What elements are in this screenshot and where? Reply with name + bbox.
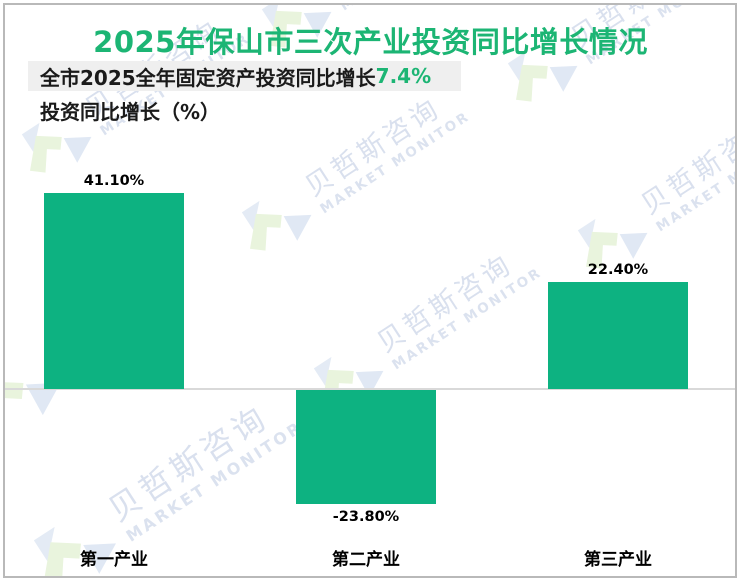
watermark: 贝哲斯咨询 MARKET MONITOR xyxy=(10,5,256,188)
subtitle-text: 全市2025全年固定资产投资同比增长 xyxy=(40,65,376,90)
market-monitor-logo-icon xyxy=(507,51,578,102)
watermark-text: 贝哲斯咨询 MARKET MONITOR xyxy=(372,239,545,374)
watermark-text: 贝哲斯咨询 MARKET MONITOR xyxy=(300,83,473,218)
y-axis-caption: 投资同比增长（%） xyxy=(40,100,221,124)
watermark: 贝哲斯咨询 MARKET MONITOR xyxy=(496,5,736,117)
page-title: 2025年保山市三次产业投资同比增长情况 xyxy=(93,25,648,59)
watermark: 贝哲斯咨询 MARKET MONITOR xyxy=(566,97,736,284)
category-label-secondary: 第二产业 xyxy=(332,550,400,570)
bar-tertiary-industry xyxy=(548,282,688,390)
bar-primary-industry xyxy=(44,192,184,390)
value-label-secondary: -23.80% xyxy=(332,508,400,525)
value-label-primary: 41.10% xyxy=(83,172,145,189)
watermark-en-text: MARKET MONITOR xyxy=(338,5,494,14)
market-monitor-logo-icon xyxy=(33,526,116,577)
subtitle-highlight: 全市2025全年固定资产投资同比增长 7.4% xyxy=(28,61,462,91)
category-label-primary: 第一产业 xyxy=(80,550,148,570)
category-label-tertiary: 第三产业 xyxy=(584,550,652,570)
market-monitor-logo-icon xyxy=(261,5,332,48)
market-monitor-logo-icon xyxy=(577,218,648,269)
watermark-text: 贝哲斯咨询 MARKET MONITOR xyxy=(103,388,307,546)
value-label-tertiary: 22.40% xyxy=(587,262,649,279)
watermark-layer: 贝哲斯咨询 MARKET MONITOR 贝哲斯咨询 MARKET MONITO… xyxy=(5,5,736,577)
watermark: 贝哲斯咨询 MARKET MONITOR xyxy=(19,383,310,577)
watermark xyxy=(5,339,72,447)
bar-secondary-industry xyxy=(296,389,436,504)
watermark-text: 贝哲斯咨询 MARKET MONITOR xyxy=(321,5,494,14)
market-monitor-logo-icon xyxy=(241,200,312,251)
watermark-text: 贝哲斯咨询 MARKET MONITOR xyxy=(636,101,736,236)
watermark: 贝哲斯咨询 MARKET MONITOR xyxy=(230,79,476,266)
market-monitor-logo-icon xyxy=(5,381,61,428)
watermark: 贝哲斯咨询 MARKET MONITOR xyxy=(250,5,496,63)
subtitle-highlight-value: 7.4% xyxy=(375,64,432,88)
market-monitor-logo-icon xyxy=(21,122,92,173)
x-axis-baseline xyxy=(5,388,735,390)
